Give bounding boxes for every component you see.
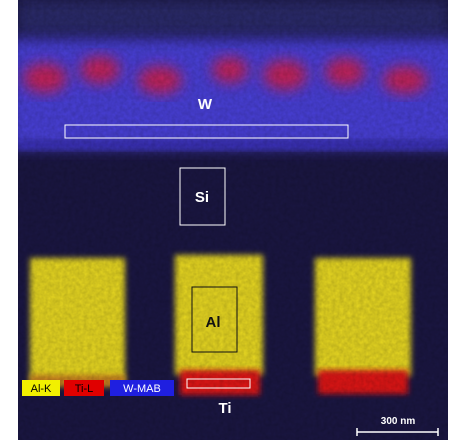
legend-label: Ti-L <box>75 383 94 395</box>
legend-label: W-MAB <box>123 383 161 395</box>
image <box>10 0 451 440</box>
ti-label: Ti <box>218 400 231 417</box>
page: W Si Al Ti Al-K Ti-L W-MAB 300 nm (() =>… <box>0 0 451 443</box>
eds-map: W Si Al Ti Al-K Ti-L W-MAB 300 nm <box>0 0 451 443</box>
si-label: Si <box>195 189 209 206</box>
scale-label: 300 nm <box>381 416 416 427</box>
w-label: W <box>198 96 213 113</box>
al-label: Al <box>206 314 221 331</box>
legend-label: Al-K <box>31 383 52 395</box>
